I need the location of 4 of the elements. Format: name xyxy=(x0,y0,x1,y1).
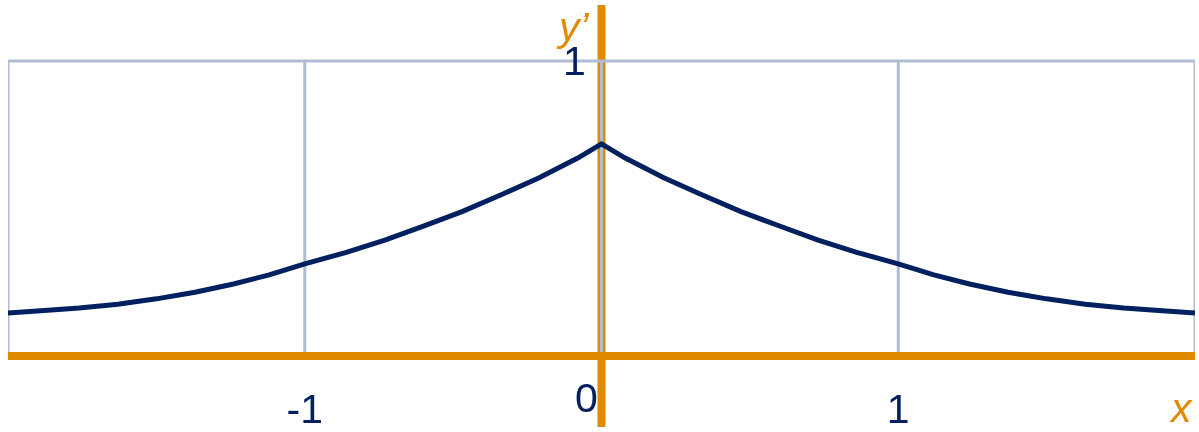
x-tick-label: 1 xyxy=(886,386,910,432)
x-axis-title: x xyxy=(1169,385,1193,431)
x-tick-label: 0 xyxy=(575,375,598,422)
x-tick-label: -1 xyxy=(286,386,323,432)
